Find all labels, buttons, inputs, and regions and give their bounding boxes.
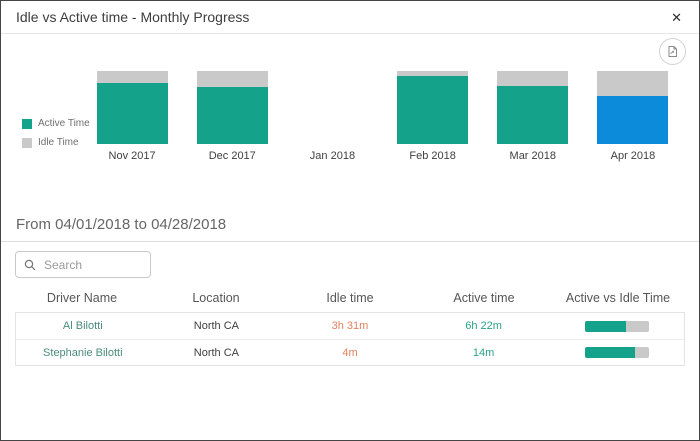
ratio-cell <box>550 320 684 332</box>
table-body: Al Bilotti North CA 3h 31m 6h 22m Stephanie … <box>15 312 685 366</box>
month-bar[interactable] <box>96 71 168 144</box>
legend-label: Idle Time <box>38 137 79 148</box>
active-vs-idle-bar <box>585 347 650 358</box>
chart-legend: Active Time Idle Time <box>22 118 90 156</box>
chart-slots: Nov 2017 Dec 2017 Jan 2018 Feb 2018 Mar 2018… <box>82 71 683 162</box>
idle-time-cell: 3h 31m <box>331 320 369 332</box>
idle-segment <box>96 71 168 83</box>
active-segment <box>397 76 469 144</box>
month-label: Feb 2018 <box>409 150 456 162</box>
month-bar[interactable] <box>597 71 669 144</box>
export-button[interactable] <box>659 38 686 65</box>
chart-slot: Jan 2018 <box>282 71 382 162</box>
legend-label: Active Time <box>38 118 90 129</box>
month-label: Mar 2018 <box>509 150 557 162</box>
chart-slot: Apr 2018 <box>583 71 683 162</box>
idle-segment <box>196 71 268 87</box>
month-label: Dec 2017 <box>208 150 256 162</box>
month-bar[interactable] <box>397 71 469 144</box>
legend-item-idle-time: Idle Time <box>22 137 90 148</box>
month-label: Nov 2017 <box>108 150 156 162</box>
idle-segment <box>597 71 669 96</box>
table-row[interactable]: Al Bilotti North CA 3h 31m 6h 22m <box>16 313 684 339</box>
month-bar[interactable] <box>196 71 268 144</box>
monthly-chart: Active Time Idle Time Nov 2017 Dec 2017 Jan… <box>1 71 699 203</box>
column-header: Driver Name <box>46 291 118 305</box>
chart-slot: Dec 2017 <box>182 71 282 162</box>
chart-slot: Nov 2017 <box>82 71 182 162</box>
export-report-icon <box>668 46 677 57</box>
idle-segment <box>397 71 469 76</box>
active-portion <box>585 320 627 332</box>
date-range-label: From 04/01/2018 to 04/28/2018 <box>1 216 699 242</box>
search-box[interactable] <box>15 251 151 278</box>
search-icon <box>24 259 36 270</box>
legend-swatch <box>22 118 32 129</box>
column-header: Active time <box>453 291 515 305</box>
column-header: Idle time <box>326 291 374 305</box>
search-input[interactable] <box>42 256 142 273</box>
driver-name-cell: Stephanie Bilotti <box>43 346 123 359</box>
column-header: Active vs Idle Time <box>565 291 671 305</box>
idle-segment <box>497 71 569 86</box>
active-segment <box>497 86 569 144</box>
month-bar[interactable] <box>297 71 368 144</box>
legend-swatch <box>22 137 32 148</box>
location-cell: North CA <box>193 346 240 359</box>
active-segment <box>196 87 268 144</box>
active-time-cell: 14m <box>472 346 495 359</box>
active-vs-idle-bar <box>585 320 650 332</box>
idle-time-cell: 4m <box>342 346 358 359</box>
active-portion <box>585 347 636 358</box>
active-segment <box>96 83 168 144</box>
close-icon[interactable]: ✕ <box>671 9 682 25</box>
column-header: Location <box>192 291 240 305</box>
month-label: Apr 2018 <box>610 150 656 162</box>
month-label: Jan 2018 <box>309 150 356 162</box>
active-time-cell: 6h 22m <box>465 320 502 332</box>
location-cell: North CA <box>193 320 240 332</box>
active-segment <box>597 96 669 144</box>
ratio-cell <box>550 347 684 358</box>
table-row[interactable]: Stephanie Bilotti North CA 4m 14m <box>16 339 684 365</box>
chart-slot: Feb 2018 <box>383 71 483 162</box>
driver-name-cell: Al Bilotti <box>62 320 103 332</box>
chart-slot: Mar 2018 <box>483 71 583 162</box>
legend-item-active-time: Active Time <box>22 118 90 129</box>
table-header: Driver Name Location Idle time Active time A… <box>15 291 685 305</box>
month-bar[interactable] <box>497 71 569 144</box>
modal-title: Idle vs Active time - Monthly Progress <box>16 9 250 25</box>
modal-header: Idle vs Active time - Monthly Progress ✕ <box>1 1 699 34</box>
